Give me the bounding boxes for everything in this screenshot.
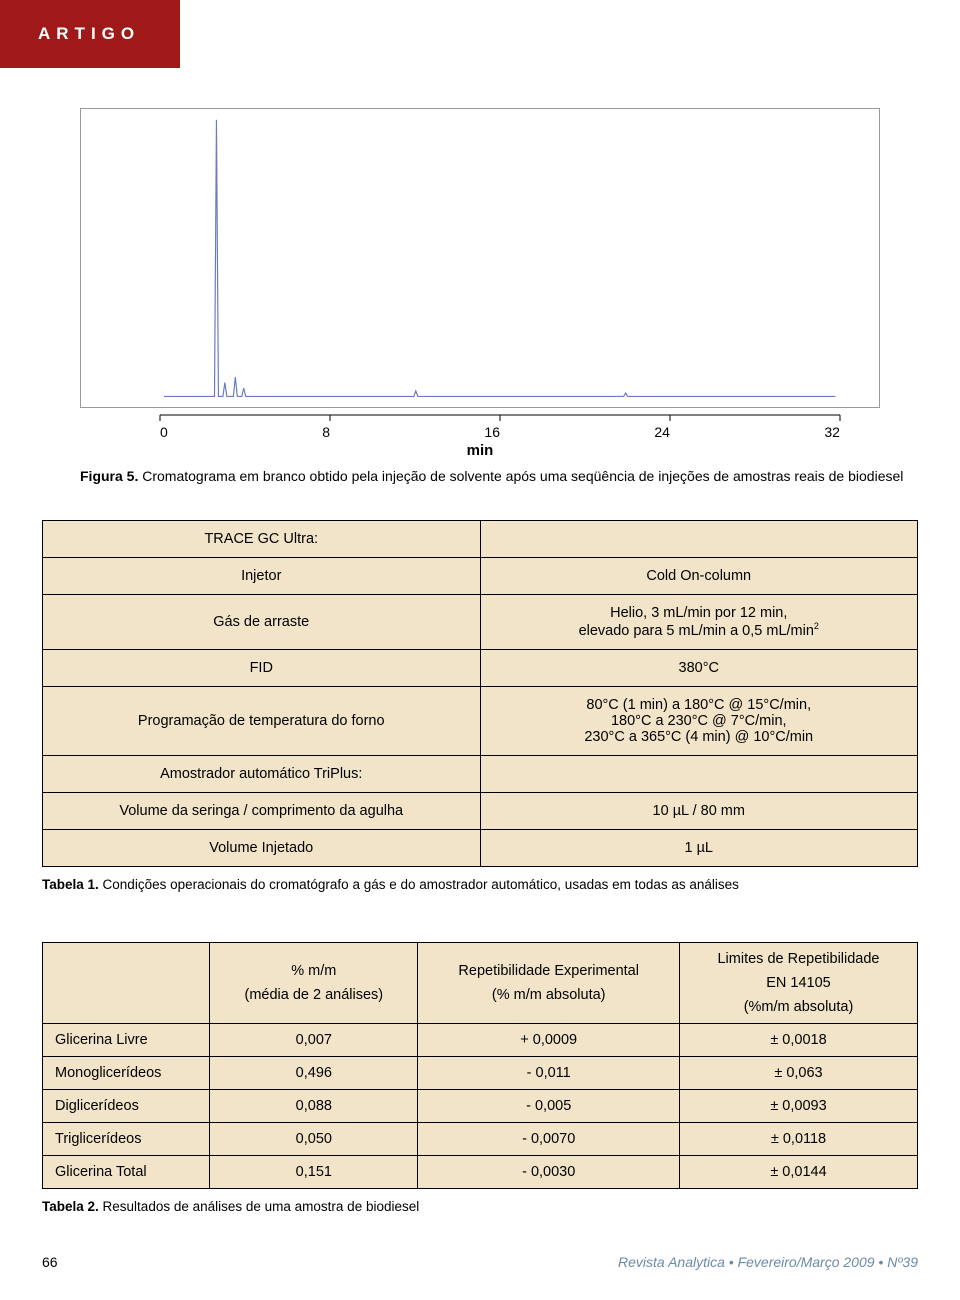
chromatogram-figure: 0 8 16 24 32 min xyxy=(80,108,880,454)
table-row-value: 10 µL / 80 mm xyxy=(480,792,918,829)
table-cell: ± 0,063 xyxy=(679,1056,917,1089)
table-cell: 0,496 xyxy=(210,1056,418,1089)
table-cell: 0,088 xyxy=(210,1089,418,1122)
table-row-label: Volume da seringa / comprimento da agulh… xyxy=(43,792,481,829)
table-cell: 0,050 xyxy=(210,1122,418,1155)
table2-caption-text: Resultados de análises de uma amostra de… xyxy=(103,1199,420,1214)
table-cell: Glicerina Livre xyxy=(43,1023,210,1056)
table-cell: 0,007 xyxy=(210,1023,418,1056)
table-row-value: Cold On-column xyxy=(480,558,918,595)
table-cell: Glicerina Total xyxy=(43,1155,210,1188)
table1-caption-label: Tabela 1. xyxy=(42,877,99,892)
t2-h-rep-a: Repetibilidade Experimental xyxy=(458,963,639,979)
publication-issue: • Fevereiro/Março 2009 • Nº39 xyxy=(725,1254,918,1270)
table-row-label: Injetor xyxy=(43,558,481,595)
chromatogram-svg xyxy=(85,113,875,403)
xtick-4: 32 xyxy=(824,424,840,440)
table-row-label: Volume Injetado xyxy=(43,829,481,866)
table-cell: Triglicerídeos xyxy=(43,1122,210,1155)
xtick-2: 16 xyxy=(484,424,500,440)
table-cell: ± 0,0144 xyxy=(679,1155,917,1188)
table-row-label: TRACE GC Ultra: xyxy=(43,521,481,558)
table-cell: ± 0,0093 xyxy=(679,1089,917,1122)
page-footer: 66 Revista Analytica • Fevereiro/Março 2… xyxy=(42,1254,918,1270)
table-cell: - 0,0070 xyxy=(418,1122,680,1155)
figure-caption: Figura 5. Cromatograma em branco obtido … xyxy=(80,468,960,484)
table-cell: - 0,005 xyxy=(418,1089,680,1122)
table-row-value: 80°C (1 min) a 180°C @ 15°C/min,180°C a … xyxy=(480,686,918,755)
xtick-1: 8 xyxy=(322,424,330,440)
table2-caption-label: Tabela 2. xyxy=(42,1199,99,1214)
publication-title: Revista Analytica xyxy=(618,1254,725,1270)
table-cell: - 0,011 xyxy=(418,1056,680,1089)
table-cell: + 0,0009 xyxy=(418,1023,680,1056)
xtick-3: 24 xyxy=(654,424,670,440)
table-cell: ± 0,0118 xyxy=(679,1122,917,1155)
xtick-0: 0 xyxy=(160,424,168,440)
table1-caption-text: Condições operacionais do cromatógrafo a… xyxy=(103,877,739,892)
t2-h-lim-b: EN 14105 xyxy=(692,975,905,991)
table-row-value: Helio, 3 mL/min por 12 min,elevado para … xyxy=(480,595,918,650)
table-row-value xyxy=(480,755,918,792)
table-cell: Monoglicerídeos xyxy=(43,1056,210,1089)
table-row-value: 1 µL xyxy=(480,829,918,866)
t2-h-lim: Limites de Repetibilidade EN 14105 (%m/m… xyxy=(679,942,917,1023)
table-row-label: Gás de arraste xyxy=(43,595,481,650)
page-number: 66 xyxy=(42,1254,58,1270)
figure-caption-text: Cromatograma em branco obtido pela injeç… xyxy=(142,468,903,484)
publication-info: Revista Analytica • Fevereiro/Março 2009… xyxy=(618,1254,918,1270)
table-row-label: Programação de temperatura do forno xyxy=(43,686,481,755)
table-cell: - 0,0030 xyxy=(418,1155,680,1188)
table-row-label: FID xyxy=(43,649,481,686)
results-table: % m/m (média de 2 análises) Repetibilida… xyxy=(42,942,918,1189)
table-row-value: 380°C xyxy=(480,649,918,686)
conditions-table: TRACE GC Ultra:InjetorCold On-columnGás … xyxy=(42,520,918,867)
chart-area xyxy=(80,108,880,408)
t2-h-rep: Repetibilidade Experimental (% m/m absol… xyxy=(418,942,680,1023)
table-cell: Diglicerídeos xyxy=(43,1089,210,1122)
t2-h-lim-a: Limites de Repetibilidade xyxy=(717,951,879,967)
t2-h-lim-c: (%m/m absoluta) xyxy=(692,999,905,1015)
table-row-label: Amostrador automático TriPlus: xyxy=(43,755,481,792)
table-cell: 0,151 xyxy=(210,1155,418,1188)
t2-h-pct: % m/m (média de 2 análises) xyxy=(210,942,418,1023)
table-row-value xyxy=(480,521,918,558)
x-axis-label: min xyxy=(80,442,880,459)
t2-h-pct-b: (média de 2 análises) xyxy=(222,987,405,1003)
t2-h-blank xyxy=(43,942,210,1023)
t2-h-pct-a: % m/m xyxy=(291,963,336,979)
table1-caption: Tabela 1. Condições operacionais do crom… xyxy=(42,877,918,892)
x-axis: 0 8 16 24 32 min xyxy=(80,414,880,454)
section-header: ARTIGO xyxy=(0,0,180,68)
table2-caption: Tabela 2. Resultados de análises de uma … xyxy=(42,1199,918,1214)
x-axis-line xyxy=(80,414,880,424)
t2-h-rep-b: (% m/m absoluta) xyxy=(430,987,667,1003)
table-cell: ± 0,0018 xyxy=(679,1023,917,1056)
figure-caption-label: Figura 5. xyxy=(80,468,138,484)
